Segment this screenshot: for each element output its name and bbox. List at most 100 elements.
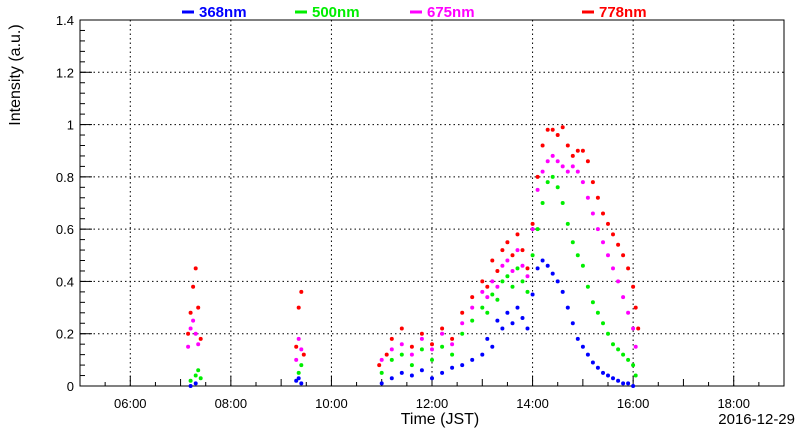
data-point [294,344,299,349]
y-tick-label: 1.4 [56,13,74,28]
data-point [580,180,585,185]
data-point [440,331,445,336]
data-point [570,153,575,158]
data-point [555,279,560,284]
y-axis-title: Intensity (a.u.) [7,24,24,125]
x-tick-label: 16:00 [617,396,650,411]
data-point [495,284,500,289]
data-point [580,148,585,153]
y-tick-label: 0.4 [56,274,74,289]
x-tick-label: 10:00 [315,396,348,411]
data-point [495,318,500,323]
data-point [186,331,191,336]
data-point [470,295,475,300]
data-point [485,295,490,300]
data-point [550,271,555,276]
data-point [485,310,490,315]
data-point [510,253,515,258]
data-point [626,381,631,386]
data-point [409,352,414,357]
y-tick-label: 0.8 [56,170,74,185]
data-point [535,227,540,232]
data-point [379,370,384,375]
data-point [510,284,515,289]
data-point [575,169,580,174]
data-point [389,376,394,381]
data-point [633,344,638,349]
data-point [525,266,530,271]
data-point [299,381,304,386]
data-point [565,169,570,174]
data-point [460,363,465,368]
data-point [601,370,605,375]
data-point [505,274,510,279]
data-point [188,310,193,315]
data-point [296,370,301,375]
data-point [505,310,510,315]
data-point [621,253,626,258]
data-point [440,326,445,331]
data-point [545,263,550,268]
data-point [490,292,495,297]
legend-label: 368nm [199,4,247,21]
data-point [580,263,585,268]
data-point [631,384,636,388]
data-point [575,148,580,153]
data-point [515,305,520,310]
data-point [545,127,550,132]
data-point [585,195,590,200]
data-point [480,289,485,294]
data-point [565,143,570,148]
data-point [555,133,560,137]
data-point [460,321,465,326]
data-point [419,336,424,341]
data-point [196,342,201,347]
data-point [399,370,404,375]
data-point [565,221,570,226]
data-point [430,347,434,352]
data-point [384,352,389,357]
data-point [480,305,485,310]
data-point [480,352,485,357]
data-point [196,368,201,373]
data-point [575,253,580,258]
y-tick-label: 0 [67,379,74,394]
data-point [505,240,510,245]
data-point [450,365,455,370]
series-778nm [186,125,641,368]
data-point [430,376,434,381]
data-point [616,378,621,383]
data-point [520,248,525,253]
data-point [570,321,575,326]
data-point [601,240,605,245]
data-point [515,266,520,271]
data-point [193,331,198,336]
data-point [193,373,198,378]
data-point [500,263,505,268]
y-tick-label: 0.6 [56,222,74,237]
data-point [535,187,540,192]
data-point [611,342,615,347]
data-point [191,318,196,323]
grid-lines [80,20,784,386]
data-point [440,344,445,349]
data-point [585,159,590,164]
series-675nm [186,153,638,362]
y-tick-label: 1 [67,118,74,133]
data-point [575,336,580,341]
date-label: 2016-12-29 [718,411,795,428]
data-point [570,164,575,169]
data-point [515,232,520,237]
data-point [500,326,505,331]
data-point [188,326,193,331]
data-point [419,347,424,352]
x-tick-label: 12:00 [416,396,449,411]
data-point [621,352,626,357]
data-point [389,336,394,341]
data-point [631,284,636,289]
data-point [585,352,590,357]
data-point [626,357,631,362]
data-point [485,284,490,289]
data-point [188,384,193,388]
